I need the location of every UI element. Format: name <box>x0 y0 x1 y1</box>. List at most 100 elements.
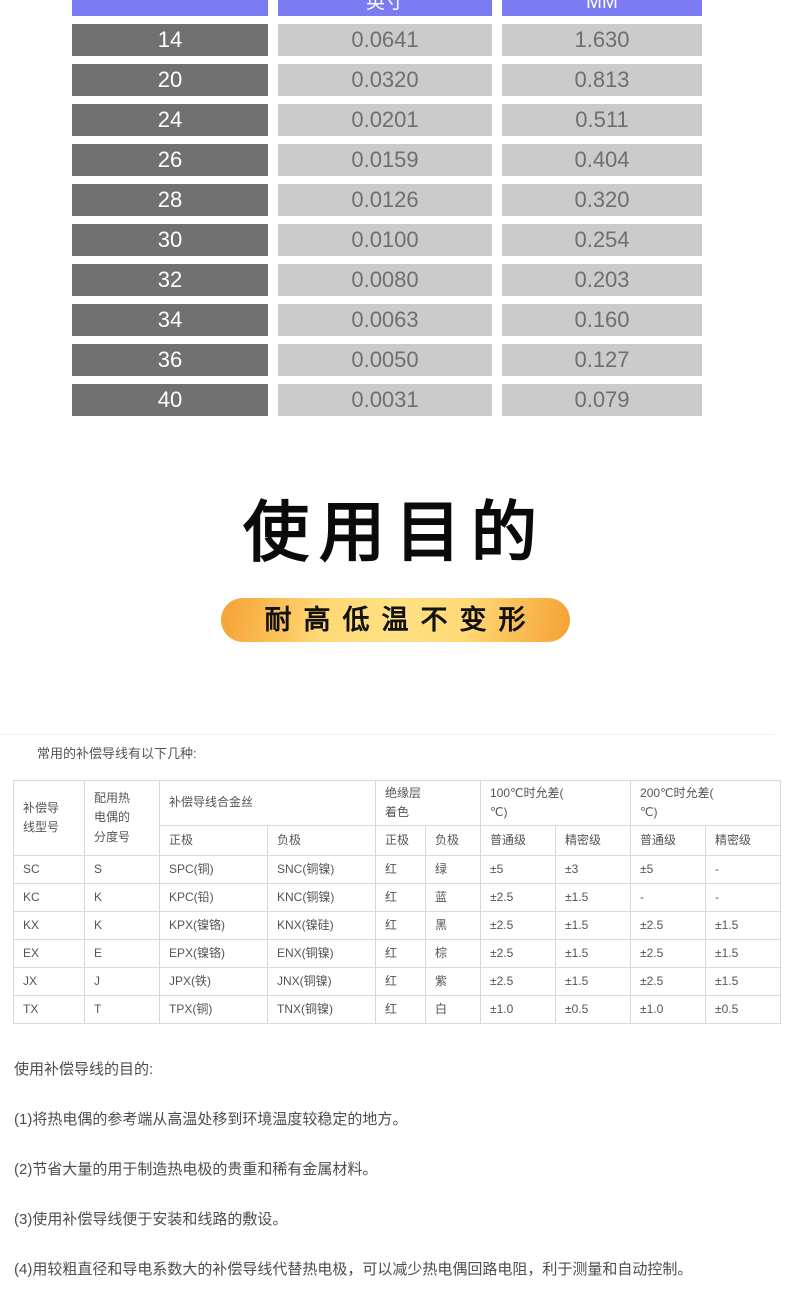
awg-gauge: 40 <box>72 384 268 416</box>
awg-inch: 0.0080 <box>278 264 492 296</box>
cell: 紫 <box>425 967 482 996</box>
awg-inch: 0.0063 <box>278 304 492 336</box>
awg-gauge: 26 <box>72 144 268 176</box>
cell: KNC(铜镍) <box>266 883 377 912</box>
cell: ±0.5 <box>705 995 782 1024</box>
awg-mm: 0.079 <box>502 384 702 416</box>
subheader-precision: 精密级 <box>705 825 782 856</box>
cell: ±1.5 <box>705 911 782 940</box>
subheader-negative: 负极 <box>425 825 482 856</box>
purpose-section: 使用目的 耐高低温不变形 <box>0 500 790 642</box>
compensation-intro-text: 常用的补偿导线有以下几种: <box>37 746 197 761</box>
table-row: JX J JPX(铁) JNX(铜镍) 红 紫 ±2.5 ±1.5 ±2.5 ±… <box>13 967 782 996</box>
awg-header-gauge <box>72 0 268 16</box>
cell: ±2.5 <box>480 883 557 912</box>
col-header-tol100: 100℃时允差( ℃) <box>480 780 632 826</box>
cell: ±1.5 <box>705 967 782 996</box>
cell: ±1.0 <box>630 995 707 1024</box>
awg-gauge: 36 <box>72 344 268 376</box>
cell: ±2.5 <box>480 967 557 996</box>
col-header-model: 补偿导 线型号 <box>13 780 85 856</box>
cell: S <box>84 855 160 884</box>
awg-gauge: 32 <box>72 264 268 296</box>
cell: KX <box>13 911 85 940</box>
cell: 红 <box>375 939 427 968</box>
section-divider <box>0 734 775 735</box>
cell: - <box>705 855 782 884</box>
awg-inch: 0.0031 <box>278 384 492 416</box>
col-header-tol200: 200℃时允差( ℃) <box>630 780 782 826</box>
cell: 棕 <box>425 939 482 968</box>
cell: E <box>84 939 160 968</box>
cell: ±0.5 <box>555 995 632 1024</box>
subheader-positive: 正极 <box>375 825 427 856</box>
col-header-thermocouple: 配用热 电偶的 分度号 <box>84 780 160 856</box>
awg-mm: 0.320 <box>502 184 702 216</box>
cell: SC <box>13 855 85 884</box>
cell: J <box>84 967 160 996</box>
cell: ±1.0 <box>480 995 557 1024</box>
cell: ±1.5 <box>555 967 632 996</box>
page-title: 使用目的 <box>243 494 547 571</box>
awg-header-inch: 英寸 <box>278 0 492 16</box>
cell: EPX(镍铬) <box>159 939 268 968</box>
cell: ±2.5 <box>630 967 707 996</box>
awg-inch: 0.0201 <box>278 104 492 136</box>
awg-gauge: 34 <box>72 304 268 336</box>
cell: KC <box>13 883 85 912</box>
feature-badge: 耐高低温不变形 <box>220 598 570 642</box>
usage-purpose-section: 使用补偿导线的目的: (1)将热电偶的参考端从高温处移到环境温度较稳定的地方。 … <box>14 1058 790 1279</box>
awg-header-mm: MM <box>502 0 702 16</box>
awg-mm: 0.813 <box>502 64 702 96</box>
compensation-wire-table: 补偿导 线型号 配用热 电偶的 分度号 补偿导线合金丝 绝缘层 着色 100℃时… <box>13 780 782 1024</box>
usage-title: 使用补偿导线的目的: <box>14 1061 154 1078</box>
cell: SNC(铜镍) <box>266 855 377 884</box>
cell: JX <box>13 967 85 996</box>
cell: KPX(镍铬) <box>159 911 268 940</box>
usage-item-1: (1)将热电偶的参考端从高温处移到环境温度较稳定的地方。 <box>14 1111 408 1128</box>
cell: ±5 <box>480 855 557 884</box>
awg-mm: 0.404 <box>502 144 702 176</box>
awg-mm: 0.160 <box>502 304 702 336</box>
table-row: KC K KPC(铅) KNC(铜镍) 红 蓝 ±2.5 ±1.5 - - <box>13 883 782 912</box>
cell: EX <box>13 939 85 968</box>
awg-size-table: 英寸 MM 14 0.0641 1.630 20 0.0320 0.813 24… <box>72 0 712 416</box>
cell: 黑 <box>425 911 482 940</box>
cell: K <box>84 883 160 912</box>
awg-gauge: 24 <box>72 104 268 136</box>
usage-item-3: (3)使用补偿导线便于安装和线路的敷设。 <box>14 1211 288 1228</box>
cell: KPC(铅) <box>159 883 268 912</box>
col-header-insulation: 绝缘层 着色 <box>375 780 482 826</box>
col-header-alloy: 补偿导线合金丝 <box>158 780 377 826</box>
cell: JPX(铁) <box>159 967 268 996</box>
cell: ±2.5 <box>480 939 557 968</box>
cell: ±1.5 <box>555 911 632 940</box>
awg-gauge: 30 <box>72 224 268 256</box>
cell: TX <box>13 995 85 1024</box>
table-row: KX K KPX(镍铬) KNX(镍硅) 红 黑 ±2.5 ±1.5 ±2.5 … <box>13 911 782 940</box>
awg-inch: 0.0126 <box>278 184 492 216</box>
cell: ±5 <box>630 855 707 884</box>
cell: ±1.5 <box>705 939 782 968</box>
subheader-negative: 负极 <box>266 825 377 856</box>
cell: JNX(铜镍) <box>266 967 377 996</box>
cell: ±2.5 <box>480 911 557 940</box>
awg-inch: 0.0320 <box>278 64 492 96</box>
cell: K <box>84 911 160 940</box>
awg-mm: 0.511 <box>502 104 702 136</box>
cell: ENX(铜镍) <box>266 939 377 968</box>
table-row: EX E EPX(镍铬) ENX(铜镍) 红 棕 ±2.5 ±1.5 ±2.5 … <box>13 939 782 968</box>
table-row: SC S SPC(铜) SNC(铜镍) 红 绿 ±5 ±3 ±5 - <box>13 855 782 884</box>
cell: SPC(铜) <box>159 855 268 884</box>
cell: T <box>84 995 160 1024</box>
usage-item-4: (4)用较粗直径和导电系数大的补偿导线代替热电极，可以减少热电偶回路电阻，利于测… <box>14 1261 693 1278</box>
cell: 红 <box>375 967 427 996</box>
cell: 红 <box>375 995 427 1024</box>
awg-gauge: 20 <box>72 64 268 96</box>
awg-inch: 0.0159 <box>278 144 492 176</box>
awg-gauge: 28 <box>72 184 268 216</box>
awg-inch: 0.0100 <box>278 224 492 256</box>
awg-gauge: 14 <box>72 24 268 56</box>
subheader-precision: 精密级 <box>555 825 632 856</box>
cell: 红 <box>375 883 427 912</box>
